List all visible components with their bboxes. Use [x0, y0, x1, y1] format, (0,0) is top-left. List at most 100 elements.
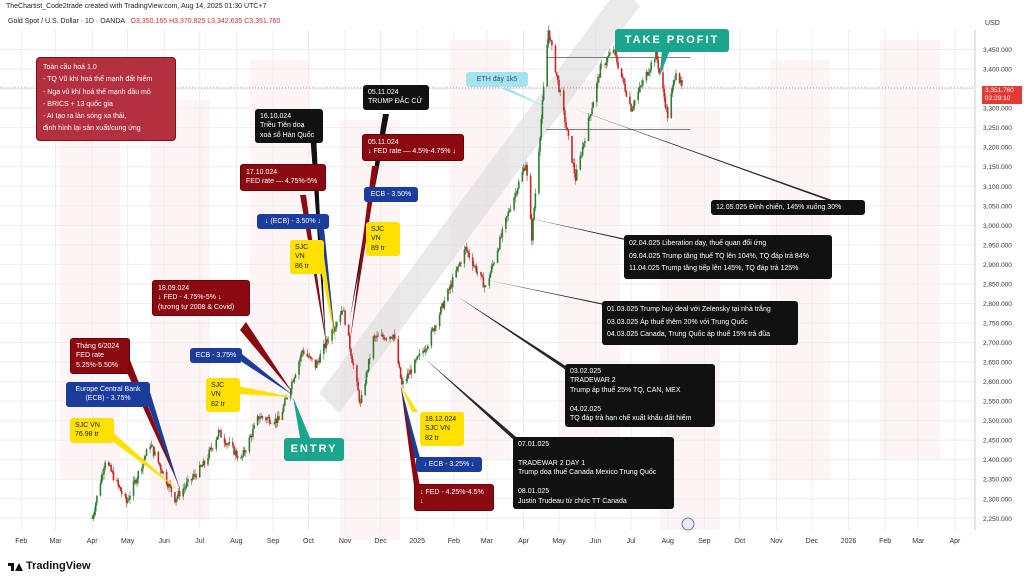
candle-body — [144, 456, 147, 460]
ceasefire-note: 12.05.025 Đình chiến, 145% xuống 30% — [711, 200, 865, 216]
candle-body — [310, 356, 312, 359]
candle-body — [177, 491, 180, 497]
candle-body — [376, 335, 378, 338]
candle-body — [380, 334, 383, 337]
candle-body — [325, 339, 327, 348]
candle-body — [671, 86, 674, 94]
candle-body — [431, 328, 434, 331]
candle-body — [162, 471, 164, 474]
candle-body — [340, 310, 343, 315]
ceasefire-connector — [572, 108, 866, 212]
candle-body — [623, 77, 625, 84]
candle-body — [664, 97, 667, 108]
candle-body — [562, 90, 565, 111]
candle-body — [194, 474, 196, 476]
candle-body — [497, 248, 500, 251]
candle-body — [273, 423, 275, 425]
candle-body — [253, 425, 255, 429]
x-tick-label: Jul — [195, 538, 204, 545]
candle-body — [372, 336, 375, 359]
summary-line: - AI tạo ra làn sóng xa thải, — [43, 113, 127, 120]
candle-body — [359, 401, 362, 403]
y-tick-label: 2,650.000 — [983, 360, 1012, 367]
candle-body — [210, 447, 213, 449]
candle-body — [232, 441, 234, 446]
candle-body — [538, 151, 540, 194]
candle-body — [349, 335, 351, 349]
candle-body — [600, 64, 603, 66]
y-tick-label: 3,450.000 — [983, 47, 1012, 54]
y-tick-label: 2,350.000 — [983, 477, 1012, 484]
candle-body — [167, 483, 169, 488]
candle-body — [663, 88, 665, 98]
candle-body — [559, 90, 561, 92]
candle-body — [126, 500, 129, 503]
candle-body — [360, 394, 363, 403]
sjc-june-note: SJC VN 76.98 tr — [70, 418, 114, 443]
candle-body — [457, 265, 460, 268]
candle-body — [605, 62, 608, 66]
candle-body — [256, 416, 259, 426]
x-tick-label: Sep — [698, 538, 711, 545]
candle-body — [133, 480, 136, 482]
candle-body — [94, 503, 97, 512]
candle-body — [592, 102, 595, 108]
entry-label: ENTRY — [284, 438, 344, 461]
candle-body — [227, 443, 229, 445]
candle-body — [480, 271, 482, 275]
last-price: 3,351.760 — [985, 87, 1014, 94]
candle-body — [639, 86, 642, 88]
candle-body — [324, 344, 326, 348]
ecb-june-connector — [146, 392, 180, 489]
y-tick-label: 2,950.000 — [983, 242, 1012, 249]
candle-body — [185, 482, 188, 487]
y-tick-label: 2,800.000 — [983, 301, 1012, 308]
candle-body — [250, 435, 253, 437]
candle-body — [191, 477, 194, 480]
tradingview-logo[interactable]: TradingView — [8, 560, 91, 572]
candle-body — [299, 357, 301, 362]
candle-body — [448, 289, 450, 290]
candle-body — [382, 334, 384, 338]
candle-body — [216, 436, 219, 440]
candle-body — [103, 468, 105, 475]
candle-body — [102, 474, 104, 476]
candle-body — [616, 55, 618, 63]
candle-body — [300, 352, 303, 358]
x-tick-label: Mar — [50, 538, 63, 545]
trump-elected-note: 05.11.024 TRUMP ĐẮC CỬ — [363, 85, 429, 110]
candle-body — [675, 73, 677, 80]
candle-body — [449, 284, 452, 290]
candle-body — [124, 493, 127, 497]
candle-body — [588, 116, 591, 118]
candle-body — [107, 462, 110, 466]
candle-body — [268, 417, 271, 424]
candle-body — [150, 445, 153, 448]
candle-body — [442, 303, 444, 309]
candle-body — [266, 417, 268, 420]
candle-body — [198, 465, 201, 478]
sjc-sep-connector — [238, 386, 294, 398]
x-tick-label: Aug — [661, 538, 674, 545]
candle-body — [658, 68, 661, 73]
candle-body — [463, 249, 466, 264]
x-tick-label: Jul — [627, 538, 636, 545]
candle-body — [489, 272, 492, 278]
candle-body — [249, 435, 252, 438]
candle-body — [515, 192, 518, 194]
x-tick-label: Dec — [806, 538, 819, 545]
candle-body — [391, 337, 394, 339]
x-tick-label: Mar — [481, 538, 494, 545]
candle-body — [336, 322, 338, 327]
candle-body — [467, 251, 469, 253]
candle-body — [260, 416, 262, 419]
candle-body — [670, 93, 673, 119]
candle-body — [484, 285, 487, 287]
candle-body — [571, 135, 573, 163]
candle-body — [648, 72, 650, 76]
candle-body — [104, 462, 106, 469]
candle-body — [672, 80, 675, 87]
candle-body — [554, 45, 557, 73]
candle-body — [161, 469, 163, 474]
candle-body — [125, 496, 128, 503]
